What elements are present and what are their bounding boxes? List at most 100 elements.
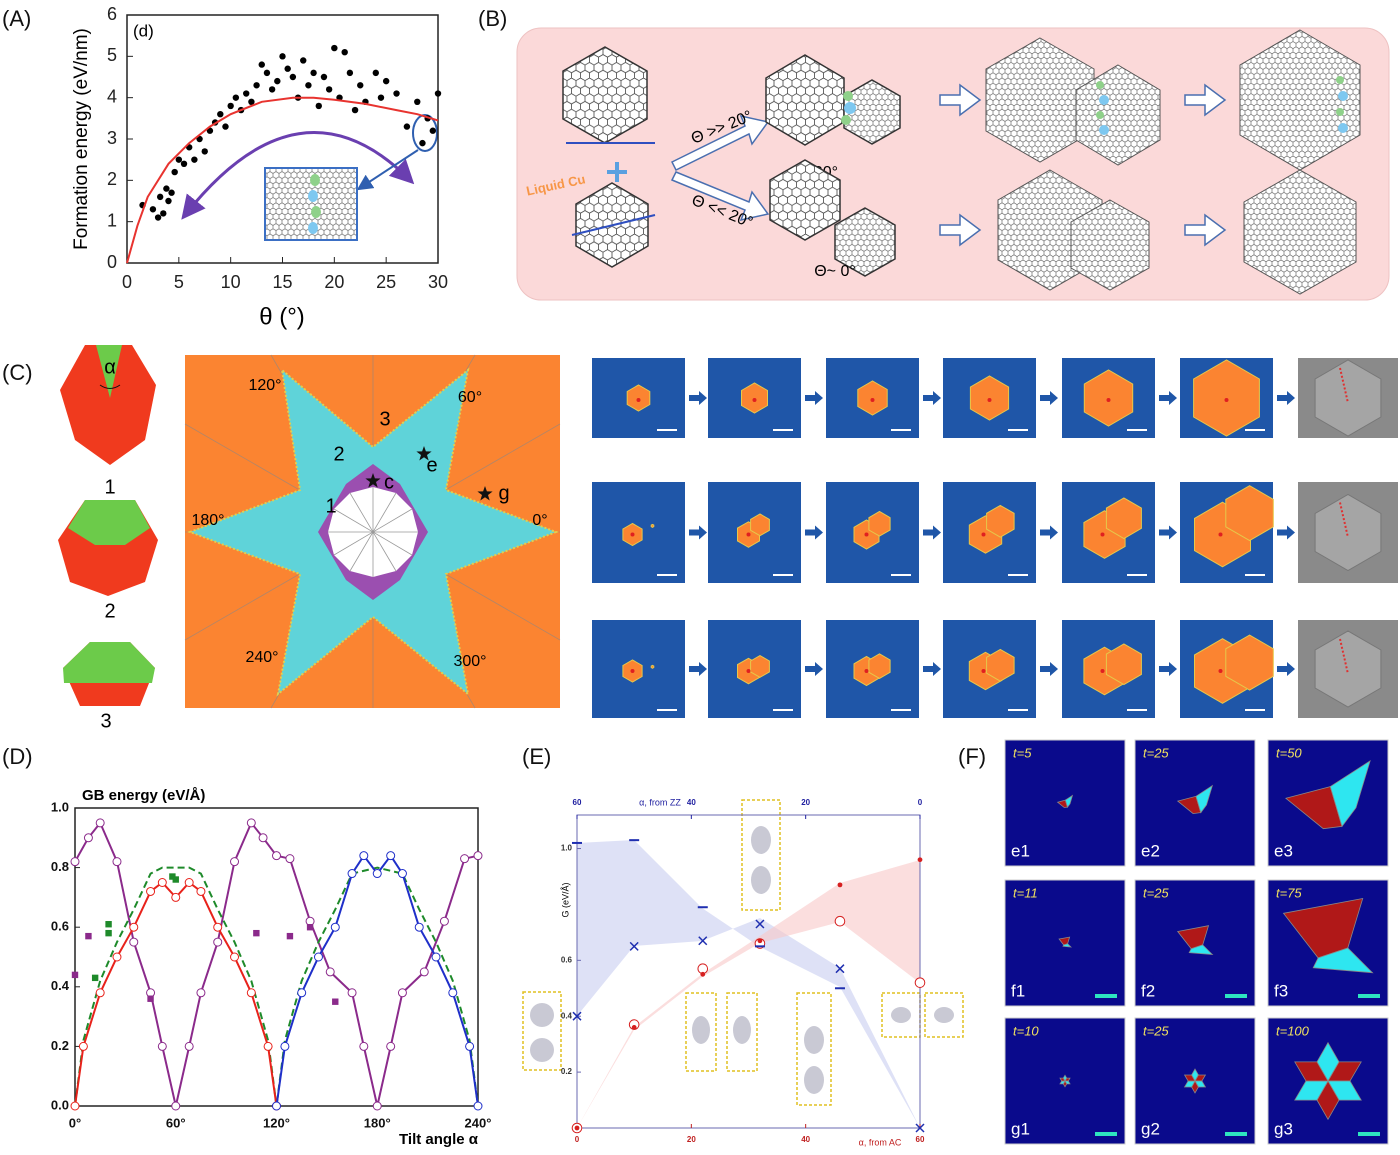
point <box>419 139 426 147</box>
point <box>165 197 172 205</box>
point <box>351 106 359 114</box>
label: α <box>104 356 116 378</box>
angle-label: 240° <box>245 649 278 666</box>
series-line <box>74 866 479 1107</box>
y-tick-label: 0.4 <box>51 978 70 993</box>
point <box>386 1041 396 1051</box>
x-tick-label: 20 <box>687 1135 696 1144</box>
x-tick-label: 0 <box>575 1135 580 1144</box>
point <box>149 206 157 213</box>
y-axis-label: G (eV/Å) <box>560 882 570 917</box>
point <box>757 938 763 944</box>
arrow <box>923 391 941 405</box>
angle-label: 0° <box>532 512 547 529</box>
point <box>473 851 483 861</box>
y-tick-label: 1.0 <box>561 844 573 853</box>
time-label: t=100 <box>1276 1023 1310 1038</box>
point <box>397 869 407 879</box>
point <box>248 98 255 106</box>
grain <box>868 510 891 537</box>
point <box>253 929 260 937</box>
arrow <box>1159 391 1177 405</box>
point <box>95 988 105 998</box>
point <box>460 854 470 864</box>
label: 2 <box>104 600 115 622</box>
arrow <box>1040 391 1058 405</box>
point <box>414 98 421 106</box>
point <box>439 916 449 926</box>
panel-e-bands <box>522 799 964 1128</box>
point <box>243 90 250 97</box>
point <box>171 1101 181 1111</box>
x-tick-label: 120° <box>263 1115 290 1130</box>
grain <box>1314 630 1382 708</box>
point <box>213 937 223 947</box>
x-axis-label: α, from AC <box>859 1137 902 1147</box>
point <box>698 936 708 946</box>
time-label: t=11 <box>1013 885 1038 900</box>
point <box>172 876 179 883</box>
angle-label: 60° <box>458 389 482 406</box>
grain <box>1294 1061 1329 1082</box>
point <box>448 988 458 998</box>
label: 3 <box>100 710 111 732</box>
point <box>268 86 276 93</box>
arrow <box>1159 662 1177 676</box>
nucleus <box>746 669 751 673</box>
y-tick-label: 0.8 <box>51 859 69 874</box>
plot-frame <box>576 814 921 1129</box>
y-tick-label: 6 <box>107 4 117 24</box>
point <box>230 952 240 962</box>
y-tick-label: 0.6 <box>51 919 69 934</box>
point <box>397 988 407 998</box>
point <box>473 1101 483 1111</box>
point <box>914 977 926 988</box>
series-line <box>74 820 479 1107</box>
grain <box>1188 944 1214 955</box>
nucleus <box>1100 532 1105 537</box>
x-tick-label: 15 <box>272 272 292 292</box>
point <box>196 988 206 998</box>
arrow <box>805 662 823 676</box>
x-tick-label: 180° <box>364 1115 391 1130</box>
point <box>156 193 164 201</box>
grain <box>986 648 1015 682</box>
point <box>217 111 224 118</box>
arrow <box>805 525 823 540</box>
panel-label: (A) <box>2 6 31 31</box>
y-tick-label: 1.0 <box>51 799 69 814</box>
point <box>71 971 79 979</box>
point <box>755 919 765 929</box>
nucleus <box>746 532 751 537</box>
point-label: e <box>426 454 437 476</box>
point <box>168 189 175 196</box>
point <box>91 974 99 982</box>
series-line <box>74 881 278 1107</box>
time-label: t=10 <box>1013 1023 1039 1038</box>
nucleus <box>1106 398 1111 402</box>
point <box>359 1041 369 1051</box>
point <box>574 1125 580 1131</box>
point <box>341 49 348 56</box>
nucleus <box>1100 669 1105 673</box>
point <box>70 857 80 867</box>
grain <box>1312 947 1374 974</box>
point <box>222 123 229 130</box>
point <box>331 44 338 52</box>
point <box>83 833 93 843</box>
point <box>835 964 845 974</box>
x-axis-label: θ (°) <box>259 303 305 330</box>
point <box>325 86 333 93</box>
grain <box>1225 634 1274 691</box>
arrow <box>923 662 941 676</box>
point <box>386 851 396 861</box>
x2-tick-label: 0 <box>918 798 923 807</box>
grain <box>1062 943 1072 948</box>
point <box>171 892 181 902</box>
y-tick-label: 5 <box>107 45 117 65</box>
tile-id: e2 <box>1141 841 1160 860</box>
grain <box>750 655 770 678</box>
boundary <box>1339 502 1349 538</box>
point <box>305 82 312 89</box>
point-label: c <box>384 471 394 493</box>
